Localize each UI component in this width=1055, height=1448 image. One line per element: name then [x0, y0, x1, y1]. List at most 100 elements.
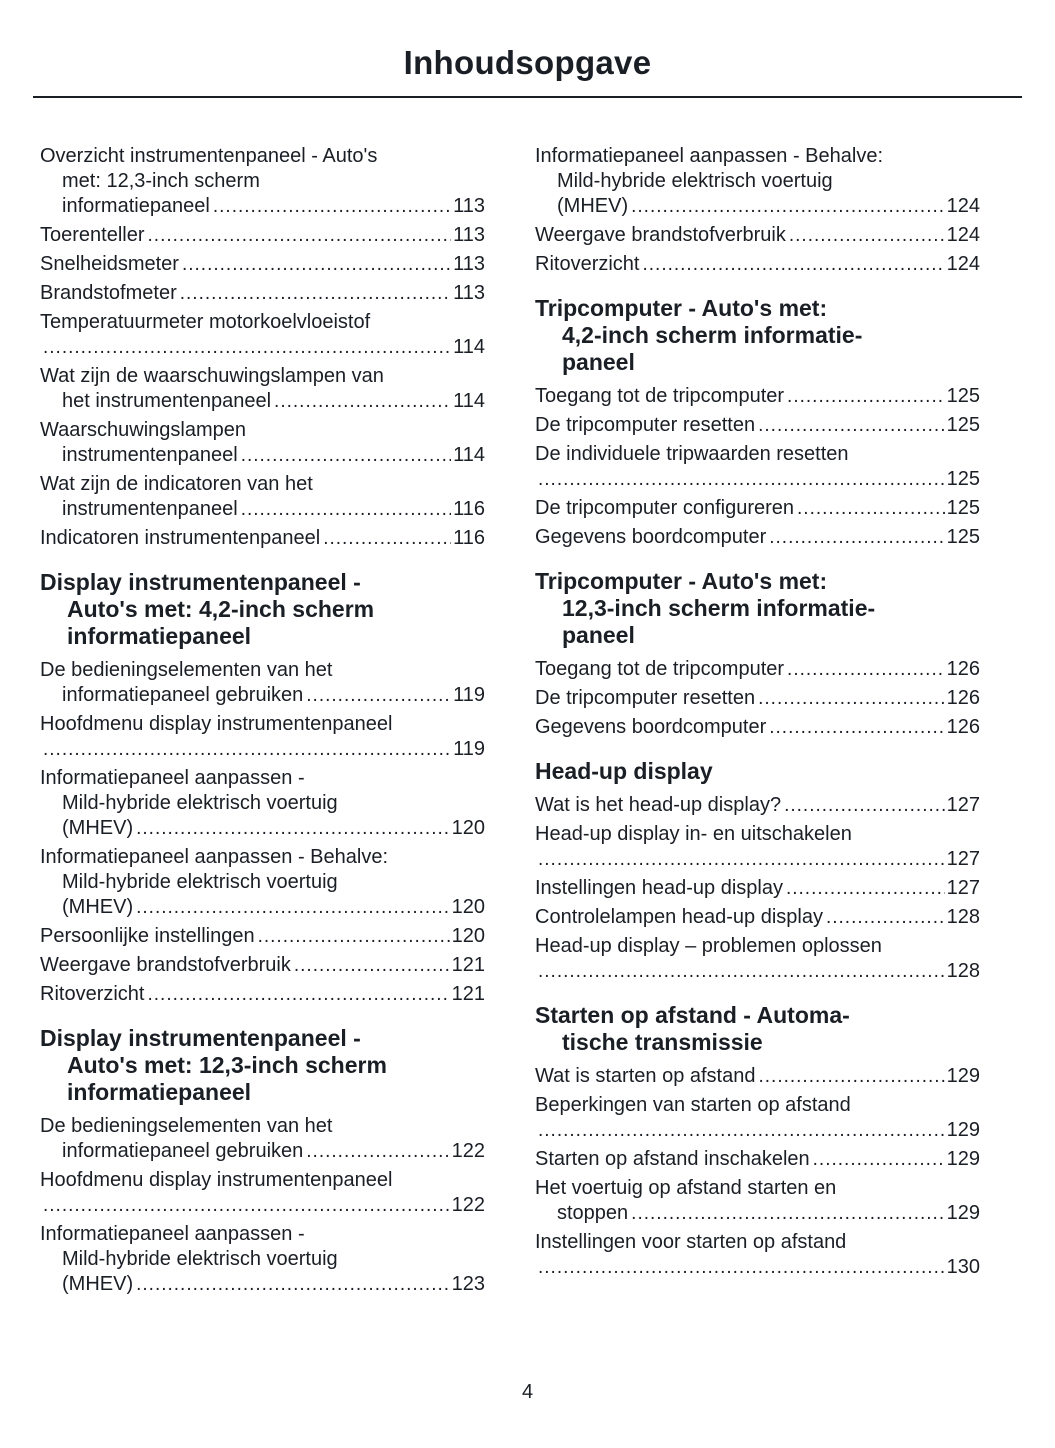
toc-entry-text: Instellingen head-up display [535, 877, 783, 899]
toc-entry: Toegang tot de tripcomputer.............… [535, 657, 980, 682]
toc-entry: Wat zijn de indicatoren van het instrumen… [40, 472, 485, 522]
dots-leader: ........................................… [136, 897, 450, 918]
toc-entry-line: Temperatuurmeter motorkoelvloeistof [40, 311, 371, 333]
toc-entry-line: Mild-hybride elektrisch voertuig [557, 170, 833, 192]
toc-page-number: 125 [946, 385, 980, 407]
toc-column-1: Overzicht instrumentenpaneel - Auto's met… [40, 144, 485, 1301]
section-heading: Tripcomputer - Auto's met: 4,2-inch scher… [535, 295, 980, 376]
toc-entry: Gegevens boordcomputer..................… [535, 525, 980, 550]
toc-page-number: 120 [451, 925, 485, 947]
dots-leader: ........................................… [758, 415, 945, 436]
toc-entry-text: Gegevens boordcomputer [535, 716, 767, 738]
toc-page-number: 116 [453, 527, 485, 549]
toc-entry-text: Wat is starten op afstand [535, 1065, 756, 1087]
toc-page-number: 124 [946, 253, 980, 275]
toc-entry-line: Head-up display in- en uitschakelen [535, 823, 852, 845]
toc-page-number: 129 [946, 1119, 980, 1141]
toc-entry: Wat is het head-up display?.............… [535, 793, 980, 818]
toc-entry-text: (MHEV) [557, 195, 629, 217]
section-heading-line: paneel [562, 622, 635, 648]
toc-entry: Ritoverzicht............................… [535, 252, 980, 277]
dots-leader: ........................................… [787, 386, 945, 407]
toc-page-number: 121 [451, 954, 485, 976]
toc-page-number: 130 [946, 1256, 980, 1278]
toc-entry-last-line: Gegevens boordcomputer..................… [535, 715, 980, 740]
toc-entry: Hoofdmenu display instrumentenpaneel....… [40, 1168, 485, 1218]
page-header: Inhoudsopgave [0, 0, 1055, 82]
toc-entry-last-line: Ritoverzicht............................… [40, 982, 485, 1007]
dots-leader: ........................................… [642, 254, 944, 275]
toc-entry-last-line: Instellingen head-up display............… [535, 876, 980, 901]
toc-entry-text: informatiepaneel gebruiken [62, 684, 304, 706]
dots-leader: ........................................… [323, 528, 451, 549]
toc-entry-text: De tripcomputer resetten [535, 414, 756, 436]
dots-leader: ........................................… [769, 717, 945, 738]
toc-page-number: 113 [453, 224, 485, 246]
section-heading-line: 12,3-inch scherm informatie- [562, 595, 876, 621]
toc-entry-last-line: Toegang tot de tripcomputer.............… [535, 657, 980, 682]
toc-entry: Toerenteller............................… [40, 223, 485, 248]
dots-leader: ........................................… [212, 196, 452, 217]
toc-entry: Instellingen voor starten op afstand....… [535, 1230, 980, 1280]
toc-entry-text: Gegevens boordcomputer [535, 526, 767, 548]
toc-page-number: 119 [453, 684, 485, 706]
toc-entry-last-line: ........................................… [40, 335, 485, 360]
section-heading-line: Display instrumentenpaneel - [40, 569, 361, 595]
toc-page-number: 113 [453, 253, 485, 275]
toc-entry-text: Starten op afstand inschakelen [535, 1148, 810, 1170]
toc-entry-last-line: informatiepaneel........................… [40, 194, 485, 219]
toc-entry-last-line: Ritoverzicht............................… [535, 252, 980, 277]
toc-entry: Gegevens boordcomputer..................… [535, 715, 980, 740]
toc-entry-last-line: Indicatoren instrumentenpaneel..........… [40, 526, 485, 551]
section-heading-line: Tripcomputer - Auto's met: [535, 295, 828, 321]
dots-leader: ........................................… [538, 1257, 945, 1278]
toc-entry-line: De individuele tripwaarden resetten [535, 443, 849, 465]
toc-entry-line: Instellingen voor starten op afstand [535, 1231, 847, 1253]
toc-entry-text: (MHEV) [62, 817, 134, 839]
toc-page-number: 114 [453, 336, 485, 358]
toc-entry-line: Wat zijn de indicatoren van het [40, 473, 313, 495]
toc-entry: Head-up display in- en uitschakelen.....… [535, 822, 980, 872]
toc-page-number: 129 [946, 1065, 980, 1087]
toc-page-number: 127 [946, 794, 980, 816]
toc-entry-text: De tripcomputer configureren [535, 497, 795, 519]
section-heading-line: informatiepaneel [67, 1079, 252, 1105]
toc-entry: Informatiepaneel aanpassen - Behalve: Mil… [535, 144, 980, 219]
toc-entry: Informatiepaneel aanpassen - Mild-hybride… [40, 766, 485, 841]
toc-entry-text: (MHEV) [62, 1273, 134, 1295]
toc-entry-line: Mild-hybride elektrisch voertuig [62, 871, 338, 893]
toc-page-number: 127 [946, 848, 980, 870]
dots-leader: ........................................… [306, 1141, 450, 1162]
dots-leader: ........................................… [812, 1149, 945, 1170]
section-heading-line: Tripcomputer - Auto's met: [535, 568, 828, 594]
toc-entry: Ritoverzicht............................… [40, 982, 485, 1007]
dots-leader: ........................................… [785, 878, 945, 899]
section-heading-line: Auto's met: 12,3-inch scherm [67, 1052, 387, 1078]
dots-leader: ........................................… [631, 196, 945, 217]
toc-entry-last-line: Controlelampen head-up display..........… [535, 905, 980, 930]
dots-leader: ........................................… [538, 469, 945, 490]
toc-entry-last-line: Starten op afstand inschakelen..........… [535, 1147, 980, 1172]
dots-leader: ........................................… [181, 254, 452, 275]
toc-entry: Informatiepaneel aanpassen - Mild-hybride… [40, 1222, 485, 1297]
toc-entry-line: Beperkingen van starten op afstand [535, 1094, 851, 1116]
dots-leader: ........................................… [43, 1195, 450, 1216]
toc-entry: Weergave brandstofverbruik..............… [40, 953, 485, 978]
dots-leader: ........................................… [136, 1274, 450, 1295]
toc-entry-text: Brandstofmeter [40, 282, 177, 304]
toc-page-number: 129 [946, 1148, 980, 1170]
toc-entry: Temperatuurmeter motorkoelvloeistof.....… [40, 310, 485, 360]
toc-entry-line: Informatiepaneel aanpassen - Behalve: [535, 145, 884, 167]
section-heading: Head-up display [535, 758, 980, 785]
toc-entry-last-line: Weergave brandstofverbruik..............… [40, 953, 485, 978]
toc-entry: Head-up display – problemen oplossen....… [535, 934, 980, 984]
toc-page-number: 125 [946, 468, 980, 490]
dots-leader: ........................................… [179, 283, 451, 304]
toc-page-number: 113 [453, 282, 485, 304]
toc-entry: Instellingen head-up display............… [535, 876, 980, 901]
toc-entry-text: Toerenteller [40, 224, 145, 246]
toc-entry-last-line: ........................................… [535, 1255, 980, 1280]
toc-entry-last-line: Toegang tot de tripcomputer.............… [535, 384, 980, 409]
dots-leader: ........................................… [784, 795, 945, 816]
